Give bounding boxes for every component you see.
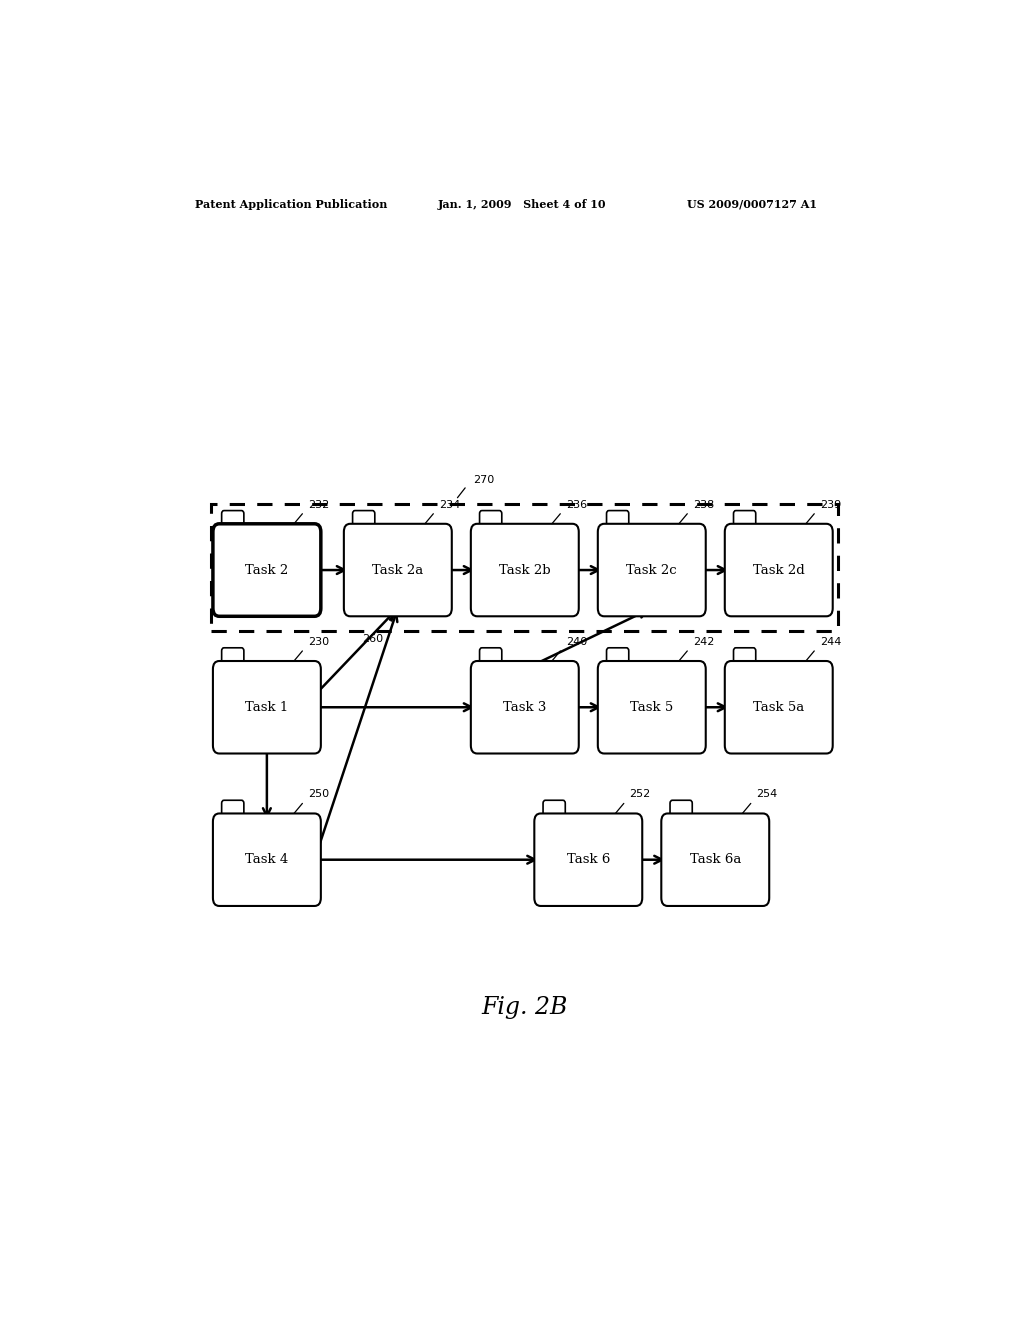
Text: Task 1: Task 1: [246, 701, 289, 714]
Text: 239: 239: [820, 499, 842, 510]
Text: 244: 244: [820, 636, 842, 647]
Text: Task 2b: Task 2b: [499, 564, 551, 577]
FancyBboxPatch shape: [598, 661, 706, 754]
Text: Task 3: Task 3: [503, 701, 547, 714]
Text: Task 2c: Task 2c: [627, 564, 677, 577]
Text: 252: 252: [630, 789, 651, 799]
Text: 250: 250: [308, 789, 330, 799]
Text: Task 6a: Task 6a: [689, 853, 741, 866]
FancyBboxPatch shape: [535, 813, 642, 906]
Text: Task 2a: Task 2a: [372, 564, 424, 577]
FancyBboxPatch shape: [733, 511, 756, 535]
Text: 240: 240: [566, 636, 588, 647]
FancyBboxPatch shape: [352, 511, 375, 535]
Text: Task 4: Task 4: [246, 853, 289, 866]
Text: 254: 254: [757, 789, 778, 799]
FancyBboxPatch shape: [606, 511, 629, 535]
Text: 232: 232: [308, 499, 330, 510]
Text: Jan. 1, 2009   Sheet 4 of 10: Jan. 1, 2009 Sheet 4 of 10: [437, 198, 606, 210]
FancyBboxPatch shape: [725, 524, 833, 616]
FancyBboxPatch shape: [221, 511, 244, 535]
FancyBboxPatch shape: [471, 661, 579, 754]
Text: 238: 238: [693, 499, 715, 510]
FancyBboxPatch shape: [221, 800, 244, 825]
FancyBboxPatch shape: [213, 661, 321, 754]
FancyBboxPatch shape: [725, 661, 833, 754]
Text: Task 5: Task 5: [630, 701, 674, 714]
Text: 270: 270: [473, 475, 495, 484]
Text: 242: 242: [693, 636, 715, 647]
FancyBboxPatch shape: [598, 524, 706, 616]
FancyBboxPatch shape: [662, 813, 769, 906]
Text: Task 2d: Task 2d: [753, 564, 805, 577]
FancyBboxPatch shape: [606, 648, 629, 672]
Text: Patent Application Publication: Patent Application Publication: [196, 198, 388, 210]
Text: Fig. 2B: Fig. 2B: [481, 995, 568, 1019]
Text: Task 2: Task 2: [246, 564, 289, 577]
FancyBboxPatch shape: [213, 524, 321, 616]
FancyBboxPatch shape: [213, 813, 321, 906]
Text: Task 6: Task 6: [566, 853, 610, 866]
FancyBboxPatch shape: [471, 524, 579, 616]
FancyBboxPatch shape: [211, 504, 839, 631]
Text: 234: 234: [439, 499, 461, 510]
Text: 236: 236: [566, 499, 587, 510]
FancyBboxPatch shape: [670, 800, 692, 825]
FancyBboxPatch shape: [344, 524, 452, 616]
FancyBboxPatch shape: [733, 648, 756, 672]
FancyBboxPatch shape: [479, 511, 502, 535]
Text: 260: 260: [362, 634, 383, 644]
Text: US 2009/0007127 A1: US 2009/0007127 A1: [687, 198, 817, 210]
FancyBboxPatch shape: [479, 648, 502, 672]
Text: 230: 230: [308, 636, 330, 647]
FancyBboxPatch shape: [221, 648, 244, 672]
Text: Task 5a: Task 5a: [753, 701, 805, 714]
FancyBboxPatch shape: [543, 800, 565, 825]
